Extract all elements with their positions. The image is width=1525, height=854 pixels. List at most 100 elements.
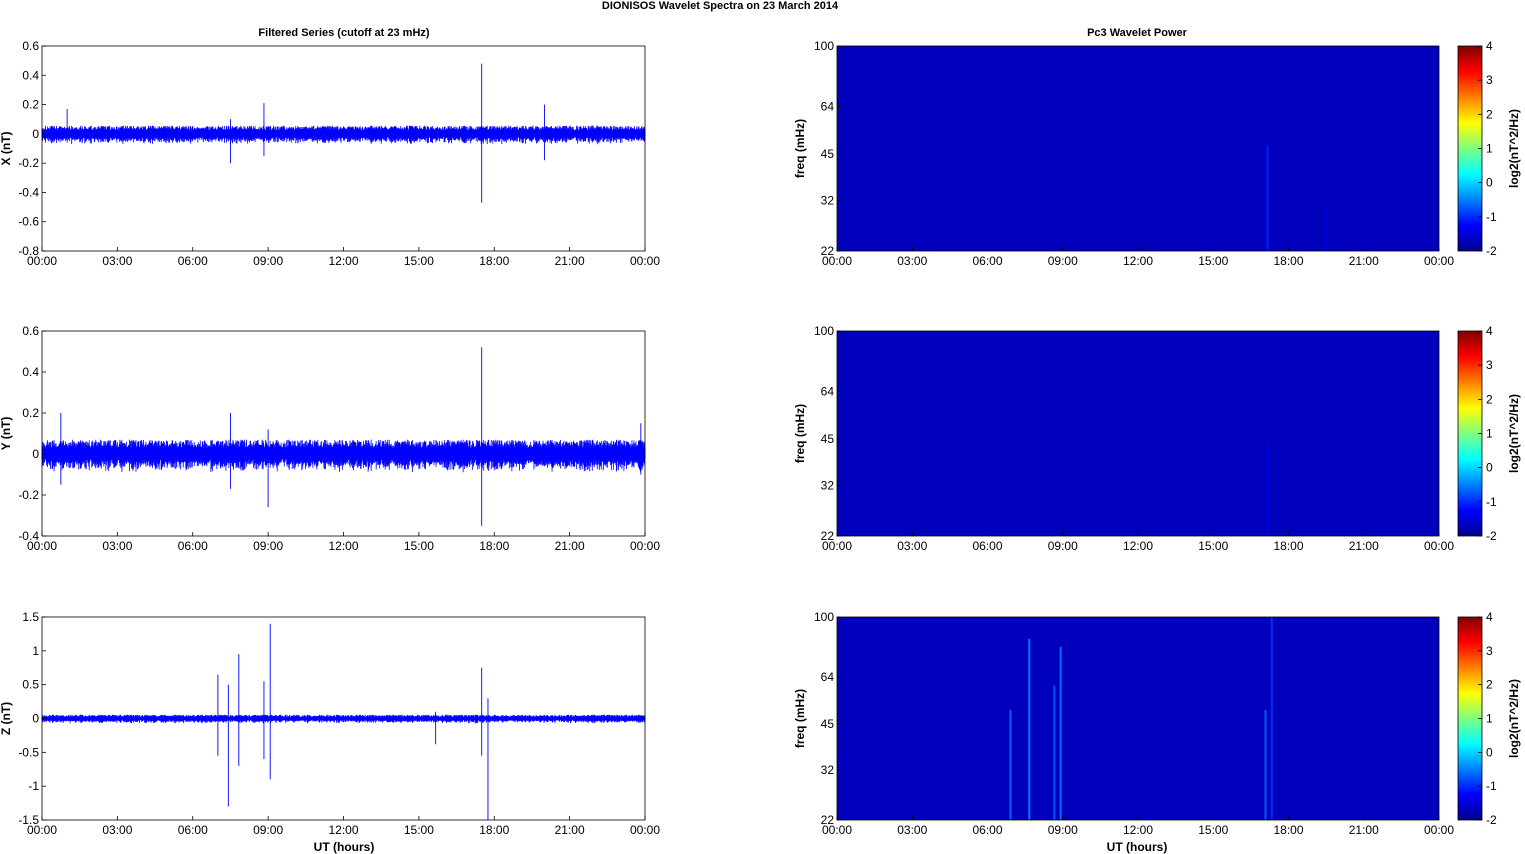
- y-tick-label: -0.5: [18, 745, 39, 759]
- y-tick-label: 64: [821, 384, 835, 398]
- y-tick-label: 0: [32, 447, 39, 461]
- y-tick-label: 0: [32, 712, 39, 726]
- y-tick-label: 0.4: [22, 68, 39, 82]
- y-tick-label: 32: [821, 763, 835, 777]
- x-tick-label: 18:00: [479, 254, 509, 268]
- x-tick-label: 06:00: [178, 254, 208, 268]
- colorbar-tick-label: 3: [1486, 358, 1493, 372]
- x-tick-label: 21:00: [1349, 254, 1379, 268]
- series-trace: [41, 714, 646, 724]
- colorbar-label: log2(nT^2/Hz): [1507, 109, 1521, 188]
- left-xlabel: UT (hours): [314, 840, 375, 854]
- y-tick-label: 64: [821, 670, 835, 684]
- x-tick-label: 06:00: [178, 539, 208, 553]
- x-tick-label: 03:00: [102, 823, 132, 837]
- colorbar-tick-label: 2: [1486, 392, 1493, 406]
- right-xlabel: UT (hours): [1107, 840, 1168, 854]
- y-tick-label: 22: [821, 529, 835, 543]
- x-tick-label: 15:00: [404, 254, 434, 268]
- y-tick-label: 100: [814, 324, 834, 338]
- y-tick-label: -0.4: [18, 185, 39, 199]
- y-tick-label: 100: [814, 39, 834, 53]
- y-tick-label: -1.5: [18, 813, 39, 827]
- x-tick-label: 03:00: [897, 254, 927, 268]
- x-tick-label: 18:00: [1273, 823, 1303, 837]
- x-tick-label: 12:00: [1123, 823, 1153, 837]
- heatmap-background: [837, 331, 1439, 536]
- x-tick-label: 15:00: [1198, 254, 1228, 268]
- heatmap-feature: [1053, 685, 1056, 820]
- y-tick-label: 1.5: [22, 610, 39, 624]
- y-tick-label: 0.6: [22, 324, 39, 338]
- x-tick-label: 12:00: [328, 254, 358, 268]
- x-tick-label: 03:00: [897, 823, 927, 837]
- x-tick-label: 00:00: [822, 539, 852, 553]
- series-panel-x: 0.60.40.20-0.2-0.4-0.6-0.800:00 03:00 06:0…: [0, 39, 660, 268]
- y-tick-label: 0.6: [22, 39, 39, 53]
- heatmap-feature: [1264, 709, 1267, 820]
- x-tick-label: 15:00: [404, 823, 434, 837]
- x-tick-label: 00:00: [630, 823, 660, 837]
- panels-layer: 0.60.40.20-0.2-0.4-0.6-0.800:00 03:00 06:0…: [0, 39, 1521, 837]
- figure-title: DIONISOS Wavelet Spectra on 23 March 201…: [602, 0, 839, 12]
- colorbar-tick-label: 0: [1486, 745, 1493, 759]
- x-tick-label: 21:00: [1349, 823, 1379, 837]
- x-tick-label: 21:00: [555, 823, 585, 837]
- y-tick-label: 0.5: [22, 678, 39, 692]
- series-panel-y: 0.60.40.20-0.2-0.400:00 03:00 06:00 09:00 12…: [0, 324, 660, 553]
- y-axis-label: Y (nT): [0, 417, 13, 451]
- colorbar-tick-label: -2: [1486, 813, 1497, 827]
- y-axis-label: freq (mHz): [793, 404, 807, 463]
- y-tick-label: 22: [821, 813, 835, 827]
- x-tick-label: 21:00: [1349, 539, 1379, 553]
- left-column-title: Filtered Series (cutoff at 23 mHz): [258, 27, 429, 39]
- colorbar-tick-label: 4: [1486, 610, 1493, 624]
- x-tick-label: 06:00: [972, 254, 1002, 268]
- x-tick-label: 00:00: [27, 254, 57, 268]
- x-tick-label: 12:00: [1123, 254, 1153, 268]
- x-tick-label: 09:00: [253, 539, 283, 553]
- x-tick-label: 09:00: [253, 254, 283, 268]
- x-tick-label: 18:00: [479, 823, 509, 837]
- colorbar-tick-label: 0: [1486, 176, 1493, 190]
- y-tick-label: 100: [814, 610, 834, 624]
- y-tick-label: 1: [32, 644, 39, 658]
- x-tick-label: 00:00: [1424, 254, 1454, 268]
- x-tick-label: 00:00: [822, 254, 852, 268]
- x-tick-label: 12:00: [328, 539, 358, 553]
- x-tick-label: 21:00: [555, 539, 585, 553]
- colorbar-tick-label: 1: [1486, 712, 1493, 726]
- heatmap-feature: [1059, 646, 1062, 820]
- heatmap-feature: [1325, 209, 1328, 251]
- x-tick-label: 03:00: [897, 539, 927, 553]
- colorbar-tick-label: 4: [1486, 39, 1493, 53]
- colorbar-tick-label: 0: [1486, 461, 1493, 475]
- heatmap-background: [837, 617, 1439, 820]
- x-tick-label: 09:00: [1048, 823, 1078, 837]
- colorbar-tick-label: -1: [1486, 779, 1497, 793]
- x-tick-label: 00:00: [27, 539, 57, 553]
- x-tick-label: 00:00: [1424, 823, 1454, 837]
- series-trace: [41, 439, 646, 473]
- y-tick-label: -1: [28, 779, 39, 793]
- plot-area: [42, 331, 645, 536]
- y-tick-label: -0.4: [18, 529, 39, 543]
- colorbar-tick-label: 3: [1486, 73, 1493, 87]
- y-tick-label: -0.6: [18, 215, 39, 229]
- x-tick-label: 09:00: [1048, 254, 1078, 268]
- y-axis-label: freq (mHz): [793, 689, 807, 748]
- y-tick-label: 0.4: [22, 365, 39, 379]
- heatmap-feature: [1266, 439, 1269, 536]
- x-tick-label: 09:00: [253, 823, 283, 837]
- colorbar-tick-label: 1: [1486, 142, 1493, 156]
- y-tick-label: 22: [821, 244, 835, 258]
- colorbar-tick-label: 3: [1486, 644, 1493, 658]
- x-tick-label: 18:00: [1273, 254, 1303, 268]
- x-tick-label: 12:00: [1123, 539, 1153, 553]
- plot-area: [42, 46, 645, 251]
- x-tick-label: 03:00: [102, 254, 132, 268]
- heatmap-feature: [1009, 709, 1012, 820]
- x-tick-label: 00:00: [27, 823, 57, 837]
